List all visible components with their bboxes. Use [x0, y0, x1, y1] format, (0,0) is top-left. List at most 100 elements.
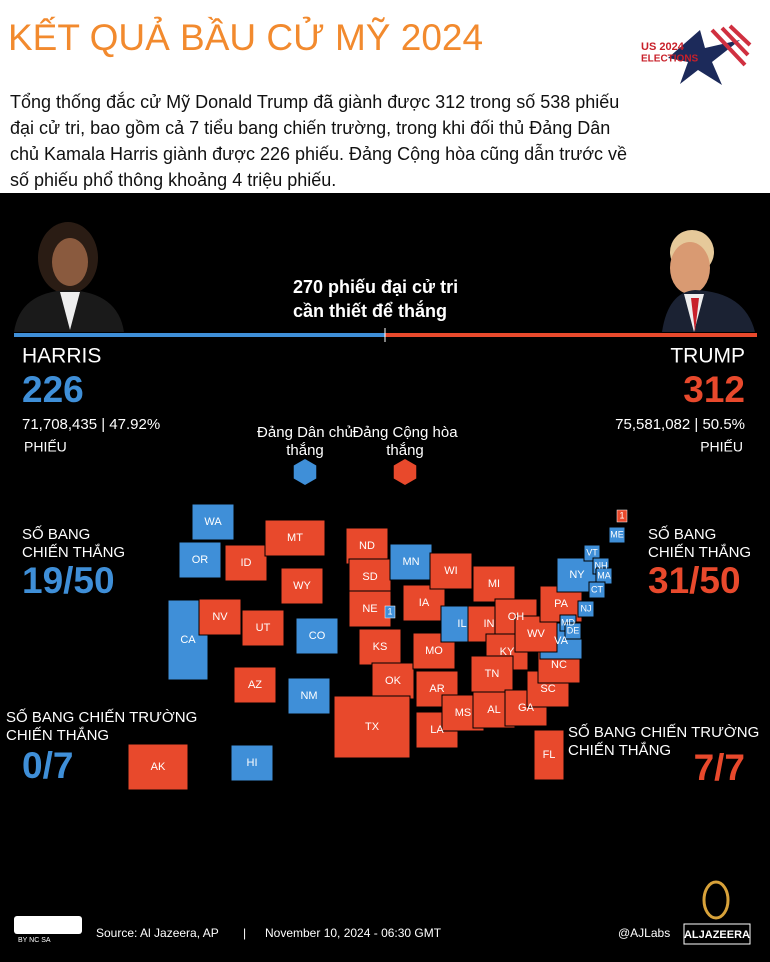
state-label: MT [287, 532, 303, 544]
state-label: TN [485, 668, 500, 680]
state-label: MI [488, 578, 500, 590]
legend-label: thắng [286, 442, 324, 459]
state [564, 622, 582, 640]
state-label: KY [500, 646, 515, 658]
candidate-name: HARRIS [22, 345, 101, 368]
state [583, 544, 601, 562]
state [264, 519, 326, 557]
state [588, 581, 606, 599]
state-label: GA [518, 702, 535, 714]
states-label: CHIẾN THẮNG [22, 543, 125, 561]
district-marker [384, 605, 396, 619]
battleground-label: CHIẾN THẮNG [568, 741, 671, 759]
state [472, 565, 516, 603]
district-marker [616, 509, 628, 523]
state [280, 567, 324, 605]
legend-label: Đảng Cộng hòa [352, 424, 458, 441]
harris-photo [14, 222, 124, 332]
state-label: WA [204, 516, 222, 528]
state-label: NJ [581, 603, 592, 613]
state-label: CA [180, 634, 196, 646]
state-label: NV [212, 611, 228, 623]
state-label: WI [444, 565, 457, 577]
legend-label: thắng [386, 442, 424, 459]
state [224, 544, 268, 582]
state [470, 655, 514, 693]
battleground-won: 0/7 [22, 745, 73, 786]
header-bg [0, 0, 770, 193]
state-label: DE [567, 625, 580, 635]
state [241, 609, 285, 647]
state-label: MA [597, 570, 611, 580]
state-label: IA [419, 597, 430, 609]
state-label: CT [591, 584, 603, 594]
state [345, 527, 389, 565]
state [230, 744, 274, 782]
state-label: VA [554, 635, 569, 647]
state [608, 526, 626, 544]
state-label: ID [241, 557, 252, 569]
state [178, 541, 222, 579]
state [429, 552, 473, 590]
states-won: 31/50 [648, 560, 741, 601]
state [295, 617, 339, 655]
state-label: WY [293, 580, 311, 592]
state-label: CO [309, 630, 326, 642]
state-label: NE [362, 603, 377, 615]
legend-label: Đảng Dân chủ [257, 424, 353, 441]
battleground-won: 7/7 [694, 747, 745, 788]
state-label: KS [373, 641, 388, 653]
popular-unit: PHIẾU [700, 439, 743, 455]
states-won: 19/50 [22, 560, 115, 601]
state-label: NC [551, 659, 567, 671]
handle: @AJLabs [618, 926, 670, 940]
us-map: WA OR CA NV ID MT WY UT AZ CO NM ND SD NE KS OK TX MN IA MO… [127, 503, 628, 791]
popular-unit: PHIẾU [24, 439, 67, 455]
state-label: MN [402, 556, 419, 568]
state-label: AL [487, 704, 500, 716]
state-label: VT [586, 547, 598, 557]
state [577, 600, 595, 618]
state-label: PA [554, 598, 569, 610]
state-label: FL [543, 749, 556, 761]
summary-line: số phiếu phổ thông khoảng 4 triệu phiếu. [10, 170, 336, 190]
license-text: BY NC SA [18, 937, 51, 944]
threshold-label: cần thiết để thắng [293, 300, 447, 321]
state-label: HI [247, 757, 258, 769]
state [348, 590, 392, 628]
state-label: MS [455, 707, 472, 719]
state [198, 598, 242, 636]
battleground-label: CHIẾN THẮNG [6, 726, 109, 744]
state-label: NH [595, 560, 608, 570]
state-label: ME [610, 529, 624, 539]
electoral-votes: 312 [683, 369, 745, 410]
state-label: AR [429, 683, 444, 695]
summary-line: Tổng thống đắc cử Mỹ Donald Trump đã già… [10, 91, 619, 112]
state-label: IL [457, 618, 466, 630]
popular-vote: 75,581,082 | 50.5% [615, 416, 745, 433]
state-label: OK [385, 675, 402, 687]
state-label: AZ [248, 679, 262, 691]
legend-swatch [293, 459, 317, 485]
date: November 10, 2024 - 06:30 GMT [265, 926, 442, 940]
state [348, 558, 392, 596]
logo-text: US 2024 [641, 41, 685, 53]
state-label: OH [508, 611, 525, 623]
state-label: ND [359, 540, 375, 552]
battleground-label: SỐ BANG CHIẾN TRƯỜNG [6, 708, 197, 726]
state-label: UT [256, 622, 271, 634]
state [358, 628, 402, 666]
state [533, 729, 565, 781]
state-label: LA [430, 724, 444, 736]
district-label: 1 [387, 606, 392, 616]
separator: | [243, 926, 246, 940]
title: KẾT QUẢ BẦU CỬ MỸ 2024 [8, 16, 483, 58]
brand-logo [702, 880, 730, 920]
logo-star [668, 30, 740, 85]
source: Source: Al Jazeera, AP [96, 926, 219, 940]
brand: ALJAZEERA [684, 929, 750, 941]
candidate-name: TRUMP [670, 345, 745, 368]
legend-swatch [393, 459, 417, 485]
